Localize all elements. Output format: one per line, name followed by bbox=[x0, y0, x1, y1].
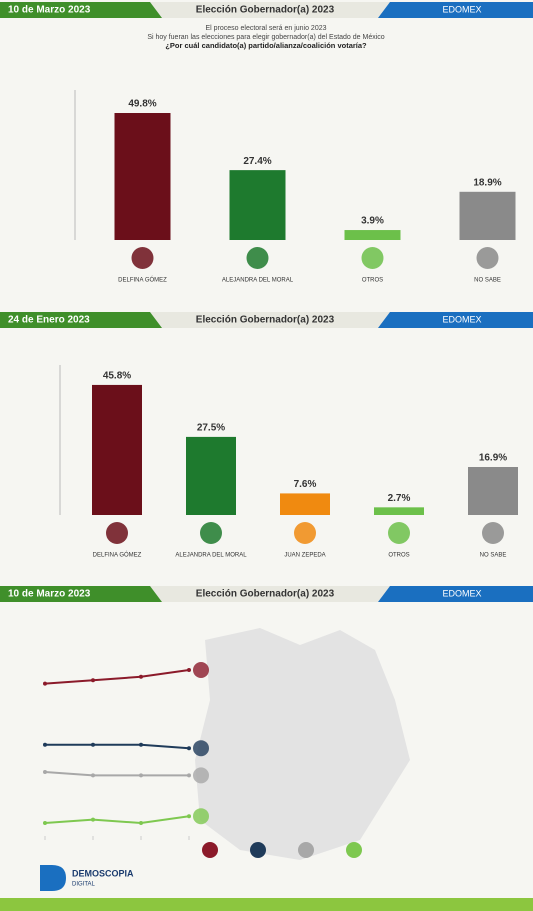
avatar bbox=[247, 247, 269, 269]
point bbox=[91, 773, 95, 777]
title: Elección Gobernador(a) 2023 bbox=[196, 315, 335, 326]
value-label: 27.4% bbox=[243, 156, 271, 167]
end-avatar bbox=[193, 767, 209, 783]
point bbox=[43, 821, 47, 825]
end-avatar bbox=[193, 808, 209, 824]
avatar bbox=[132, 247, 154, 269]
point bbox=[91, 743, 95, 747]
point bbox=[187, 746, 191, 750]
point bbox=[139, 821, 143, 825]
value-label: 18.9% bbox=[473, 177, 501, 188]
value-label: 45.8% bbox=[103, 371, 131, 382]
point bbox=[139, 773, 143, 777]
subtitle: El proceso electoral será en junio 2023 bbox=[205, 25, 326, 32]
point bbox=[139, 743, 143, 747]
value-label: 49.8% bbox=[128, 99, 156, 110]
point bbox=[43, 770, 47, 774]
bar bbox=[92, 385, 142, 515]
value-label: 7.6% bbox=[294, 479, 317, 490]
date: 24 de Enero 2023 bbox=[8, 315, 90, 326]
bar bbox=[374, 507, 424, 515]
poll-page: DEMOSCOPIA DIGITAL 10 de Marzo 2023 Elecc… bbox=[0, 0, 533, 911]
point bbox=[43, 682, 47, 686]
avatar bbox=[477, 247, 499, 269]
date: 10 de Marzo 2023 bbox=[8, 589, 91, 600]
point bbox=[187, 773, 191, 777]
category-label: NO SABE bbox=[480, 553, 507, 559]
category-label: ALEJANDRA DEL MORAL bbox=[222, 278, 294, 284]
avatar bbox=[388, 522, 410, 544]
legend-avatar bbox=[250, 842, 266, 858]
legend-avatar bbox=[202, 842, 218, 858]
bar bbox=[468, 467, 518, 515]
bar bbox=[115, 113, 171, 240]
region: EDOMEX bbox=[442, 4, 481, 14]
region: EDOMEX bbox=[442, 588, 481, 598]
bar bbox=[230, 170, 286, 240]
point bbox=[139, 675, 143, 679]
point bbox=[91, 678, 95, 682]
title: Elección Gobernador(a) 2023 bbox=[196, 589, 335, 600]
region: EDOMEX bbox=[442, 314, 481, 324]
point bbox=[43, 743, 47, 747]
bar bbox=[460, 192, 516, 240]
category-label: JUAN ZEPEDA bbox=[284, 553, 325, 559]
category-label: OTROS bbox=[388, 553, 409, 559]
legend-avatar bbox=[298, 842, 314, 858]
point bbox=[187, 668, 191, 672]
value-label: 2.7% bbox=[388, 493, 411, 504]
category-label: OTROS bbox=[362, 278, 383, 284]
brand-sub: DIGITAL bbox=[72, 882, 96, 888]
end-avatar bbox=[193, 740, 209, 756]
legend-avatar bbox=[346, 842, 362, 858]
subtitle: Si hoy fueran las elecciones para elegir… bbox=[147, 34, 384, 41]
avatar bbox=[294, 522, 316, 544]
bar bbox=[345, 230, 401, 240]
footer-band bbox=[0, 898, 533, 911]
value-label: 27.5% bbox=[197, 423, 225, 434]
value-label: 3.9% bbox=[361, 216, 384, 227]
avatar bbox=[200, 522, 222, 544]
end-avatar bbox=[193, 662, 209, 678]
bar bbox=[280, 493, 330, 515]
page: DEMOSCOPIA DIGITAL 10 de Marzo 2023 Elecc… bbox=[0, 0, 533, 911]
value-label: 16.9% bbox=[479, 453, 507, 464]
avatar bbox=[482, 522, 504, 544]
bar bbox=[186, 437, 236, 515]
category-label: NO SABE bbox=[474, 278, 501, 284]
point bbox=[187, 814, 191, 818]
avatar bbox=[362, 247, 384, 269]
avatar bbox=[106, 522, 128, 544]
category-label: DELFINA GÓMEZ bbox=[118, 277, 167, 284]
question: ¿Por cuál candidato(a) partido/alianza/c… bbox=[165, 41, 367, 50]
category-label: DELFINA GÓMEZ bbox=[93, 552, 142, 559]
title: Elección Gobernador(a) 2023 bbox=[196, 5, 335, 16]
category-label: ALEJANDRA DEL MORAL bbox=[175, 553, 247, 559]
point bbox=[91, 818, 95, 822]
date: 10 de Marzo 2023 bbox=[8, 5, 91, 16]
brand: DEMOSCOPIA bbox=[72, 868, 134, 878]
logo-mark bbox=[40, 865, 66, 891]
